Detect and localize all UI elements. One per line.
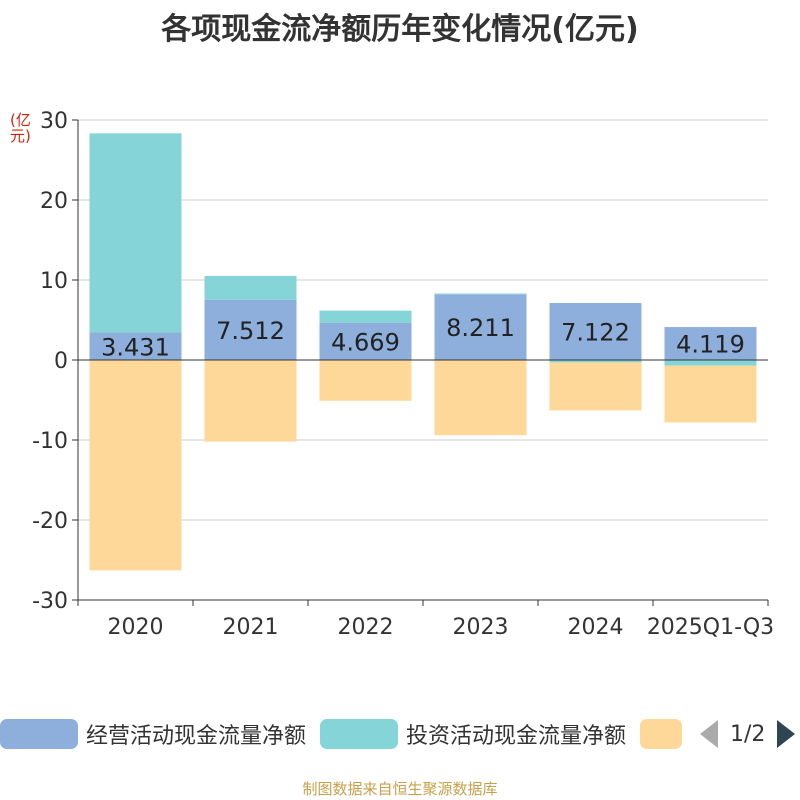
bar-series2-2020 <box>89 360 182 571</box>
y-tick-label: -20 <box>32 509 68 534</box>
bar-series0-2024 <box>549 303 642 360</box>
legend-label-investing: 投资活动现金流量净额 <box>406 724 627 749</box>
bars <box>89 133 757 571</box>
data-label: 7.512 <box>216 317 285 345</box>
legend-swatch-investing <box>320 719 398 749</box>
legend-swatch-financing <box>640 719 682 749</box>
bar-series2-2023 <box>434 360 527 436</box>
data-label: 8.211 <box>446 314 515 342</box>
bar-series0-2021 <box>204 299 297 360</box>
bar-series0-2025Q1-Q3 <box>664 327 757 360</box>
bar-series2-2024 <box>549 362 642 411</box>
y-axis-unit-label: (亿元) <box>10 111 31 145</box>
x-tick-label: 2022 <box>338 615 394 640</box>
bar-series1-2023 <box>434 293 527 295</box>
y-tick-label: 30 <box>40 109 68 134</box>
legend: 经营活动现金流量净额 投资活动现金流量净额 1/2 <box>0 716 800 756</box>
bar-series1-2020 <box>89 133 182 333</box>
legend-next-arrow-icon[interactable] <box>777 720 796 748</box>
bar-series2-2025Q1-Q3 <box>664 365 757 423</box>
y-tick-label: -30 <box>32 589 68 614</box>
y-tick-label: 0 <box>54 349 68 374</box>
data-label: 7.122 <box>561 319 630 347</box>
bar-series2-2021 <box>204 360 297 442</box>
legend-page-indicator: 1/2 <box>730 721 766 747</box>
axes <box>72 119 769 606</box>
bar-series0-2022 <box>319 322 412 360</box>
x-tick-label: 2024 <box>568 615 624 640</box>
x-tick-label: 2020 <box>108 615 164 640</box>
bar-series1-2022 <box>319 310 412 323</box>
y-tick-label: 10 <box>40 269 68 294</box>
x-tick-label: 2021 <box>223 615 279 640</box>
chart-title: 各项现金流净额历年变化情况(亿元) <box>161 12 639 47</box>
legend-pager: 1/2 <box>700 716 796 752</box>
bar-series1-2025Q1-Q3 <box>664 360 757 366</box>
x-tick-label: 2025Q1-Q3 <box>647 615 774 640</box>
legend-swatch-operating <box>0 719 78 749</box>
legend-item-financing[interactable] <box>640 716 682 752</box>
x-tick-label: 2023 <box>453 615 509 640</box>
bar-series1-2024 <box>549 360 642 363</box>
y-tick-label: 20 <box>40 189 68 214</box>
bar-series1-2021 <box>204 275 297 300</box>
labels: -30 -20 -10 0 10 20 30 3.431 2020 7.512 2021 4.669 2… <box>32 109 774 640</box>
bar-series0-2023 <box>434 294 527 360</box>
bar-series0-2020 <box>89 332 182 360</box>
data-source-footer: 制图数据来自恒生聚源数据库 <box>302 780 498 798</box>
legend-item-investing[interactable]: 投资活动现金流量净额 <box>320 716 626 752</box>
legend-label-operating: 经营活动现金流量净额 <box>86 724 307 749</box>
stacked-bar-chart: -30 -20 -10 0 10 20 30 3.431 2020 7.512 2021 4.669 2… <box>32 109 774 640</box>
legend-prev-arrow-icon[interactable] <box>700 720 718 748</box>
data-label: 4.669 <box>331 328 400 356</box>
data-label: 4.119 <box>676 331 745 359</box>
y-tick-label: -10 <box>32 429 68 454</box>
bar-series2-2022 <box>319 360 412 401</box>
legend-item-operating[interactable]: 经营活动现金流量净额 <box>0 716 306 752</box>
data-label: 3.431 <box>101 333 170 361</box>
